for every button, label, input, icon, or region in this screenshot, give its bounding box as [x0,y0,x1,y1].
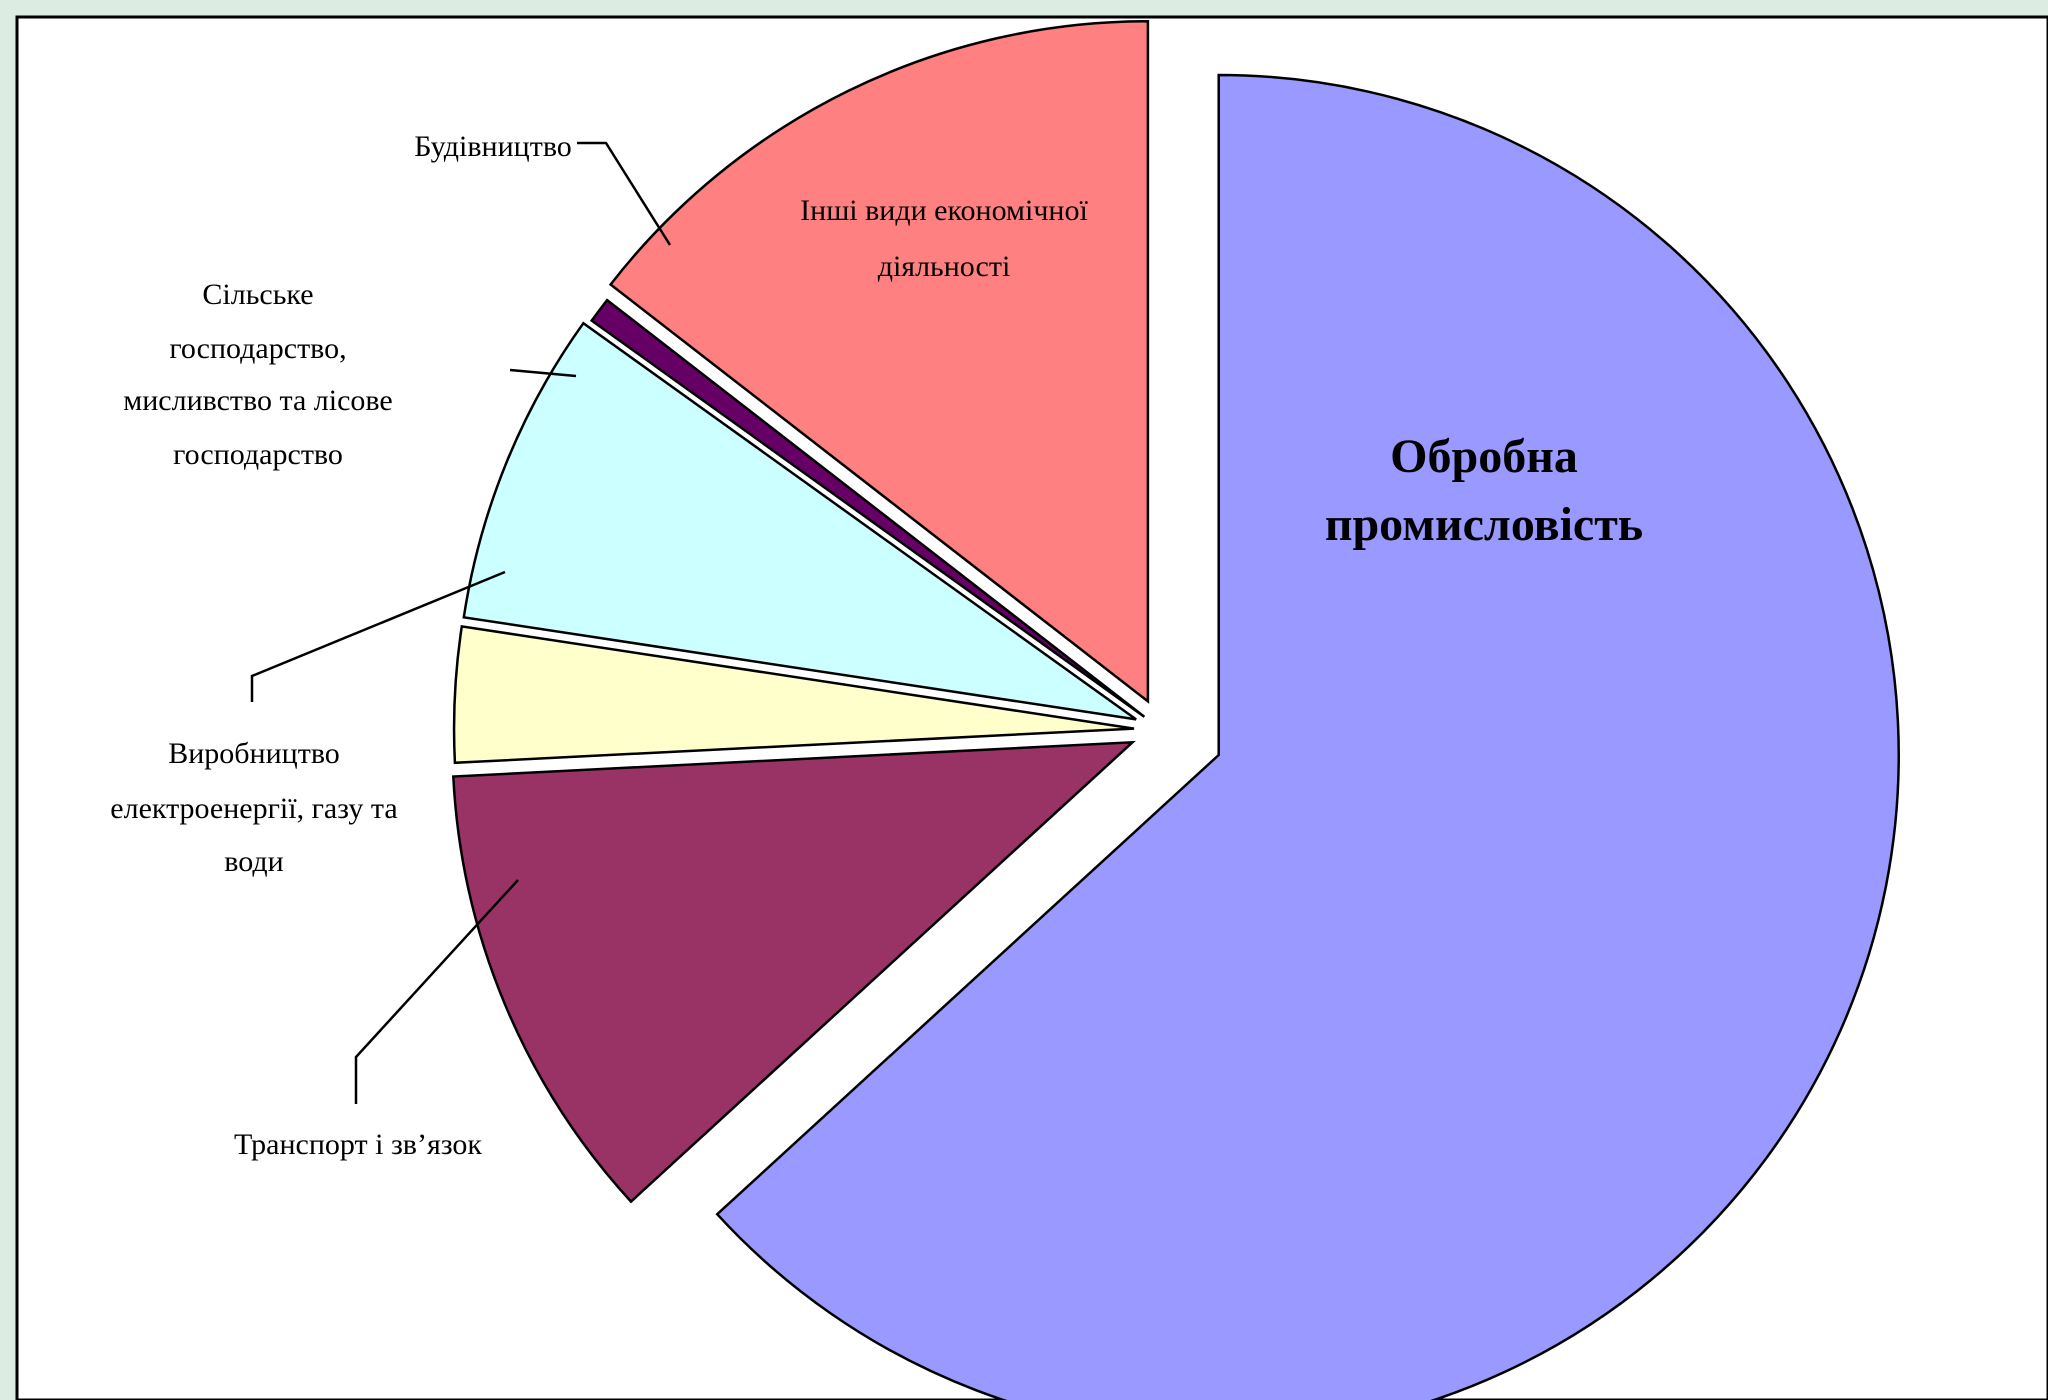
slice-label-manufacturing-line1: Обробна [1390,430,1578,483]
leader-lines [250,141,672,1104]
slice-label-agriculture-line4: господарство [173,438,343,471]
slice-label-construction: Будівництво [414,130,572,163]
slice-label-agriculture-line2: господарство, [169,332,346,365]
slice-agriculture [462,321,1137,721]
leader-transport [354,879,519,1104]
slice-label-transport: Транспорт і зв’язок [234,1128,482,1161]
slice-manufacturing [715,73,1900,1400]
slice-label-utilities-line1: Виробництво [168,737,340,770]
slice-label-utilities-line3: води [224,845,283,878]
leader-utilities [250,570,506,702]
slice-label-agriculture-line1: Сільське [202,278,313,311]
slices-layer [451,20,1900,1400]
slice-transport [451,740,1136,1204]
slice-utilities [452,624,1135,765]
slice-label-agriculture-line3: мисливство та лісове [123,384,392,417]
leader-construction [577,141,672,246]
slice-label-utilities-line2: електроенергії, газу та [110,792,397,825]
slice-label-other-line1: Інші види економічної [800,194,1088,227]
slice-label-manufacturing-line2: промисловість [1325,498,1643,551]
leader-agriculture [509,368,577,378]
slice-construction [589,298,1146,718]
slice-label-other-line2: діяльності [878,250,1011,283]
